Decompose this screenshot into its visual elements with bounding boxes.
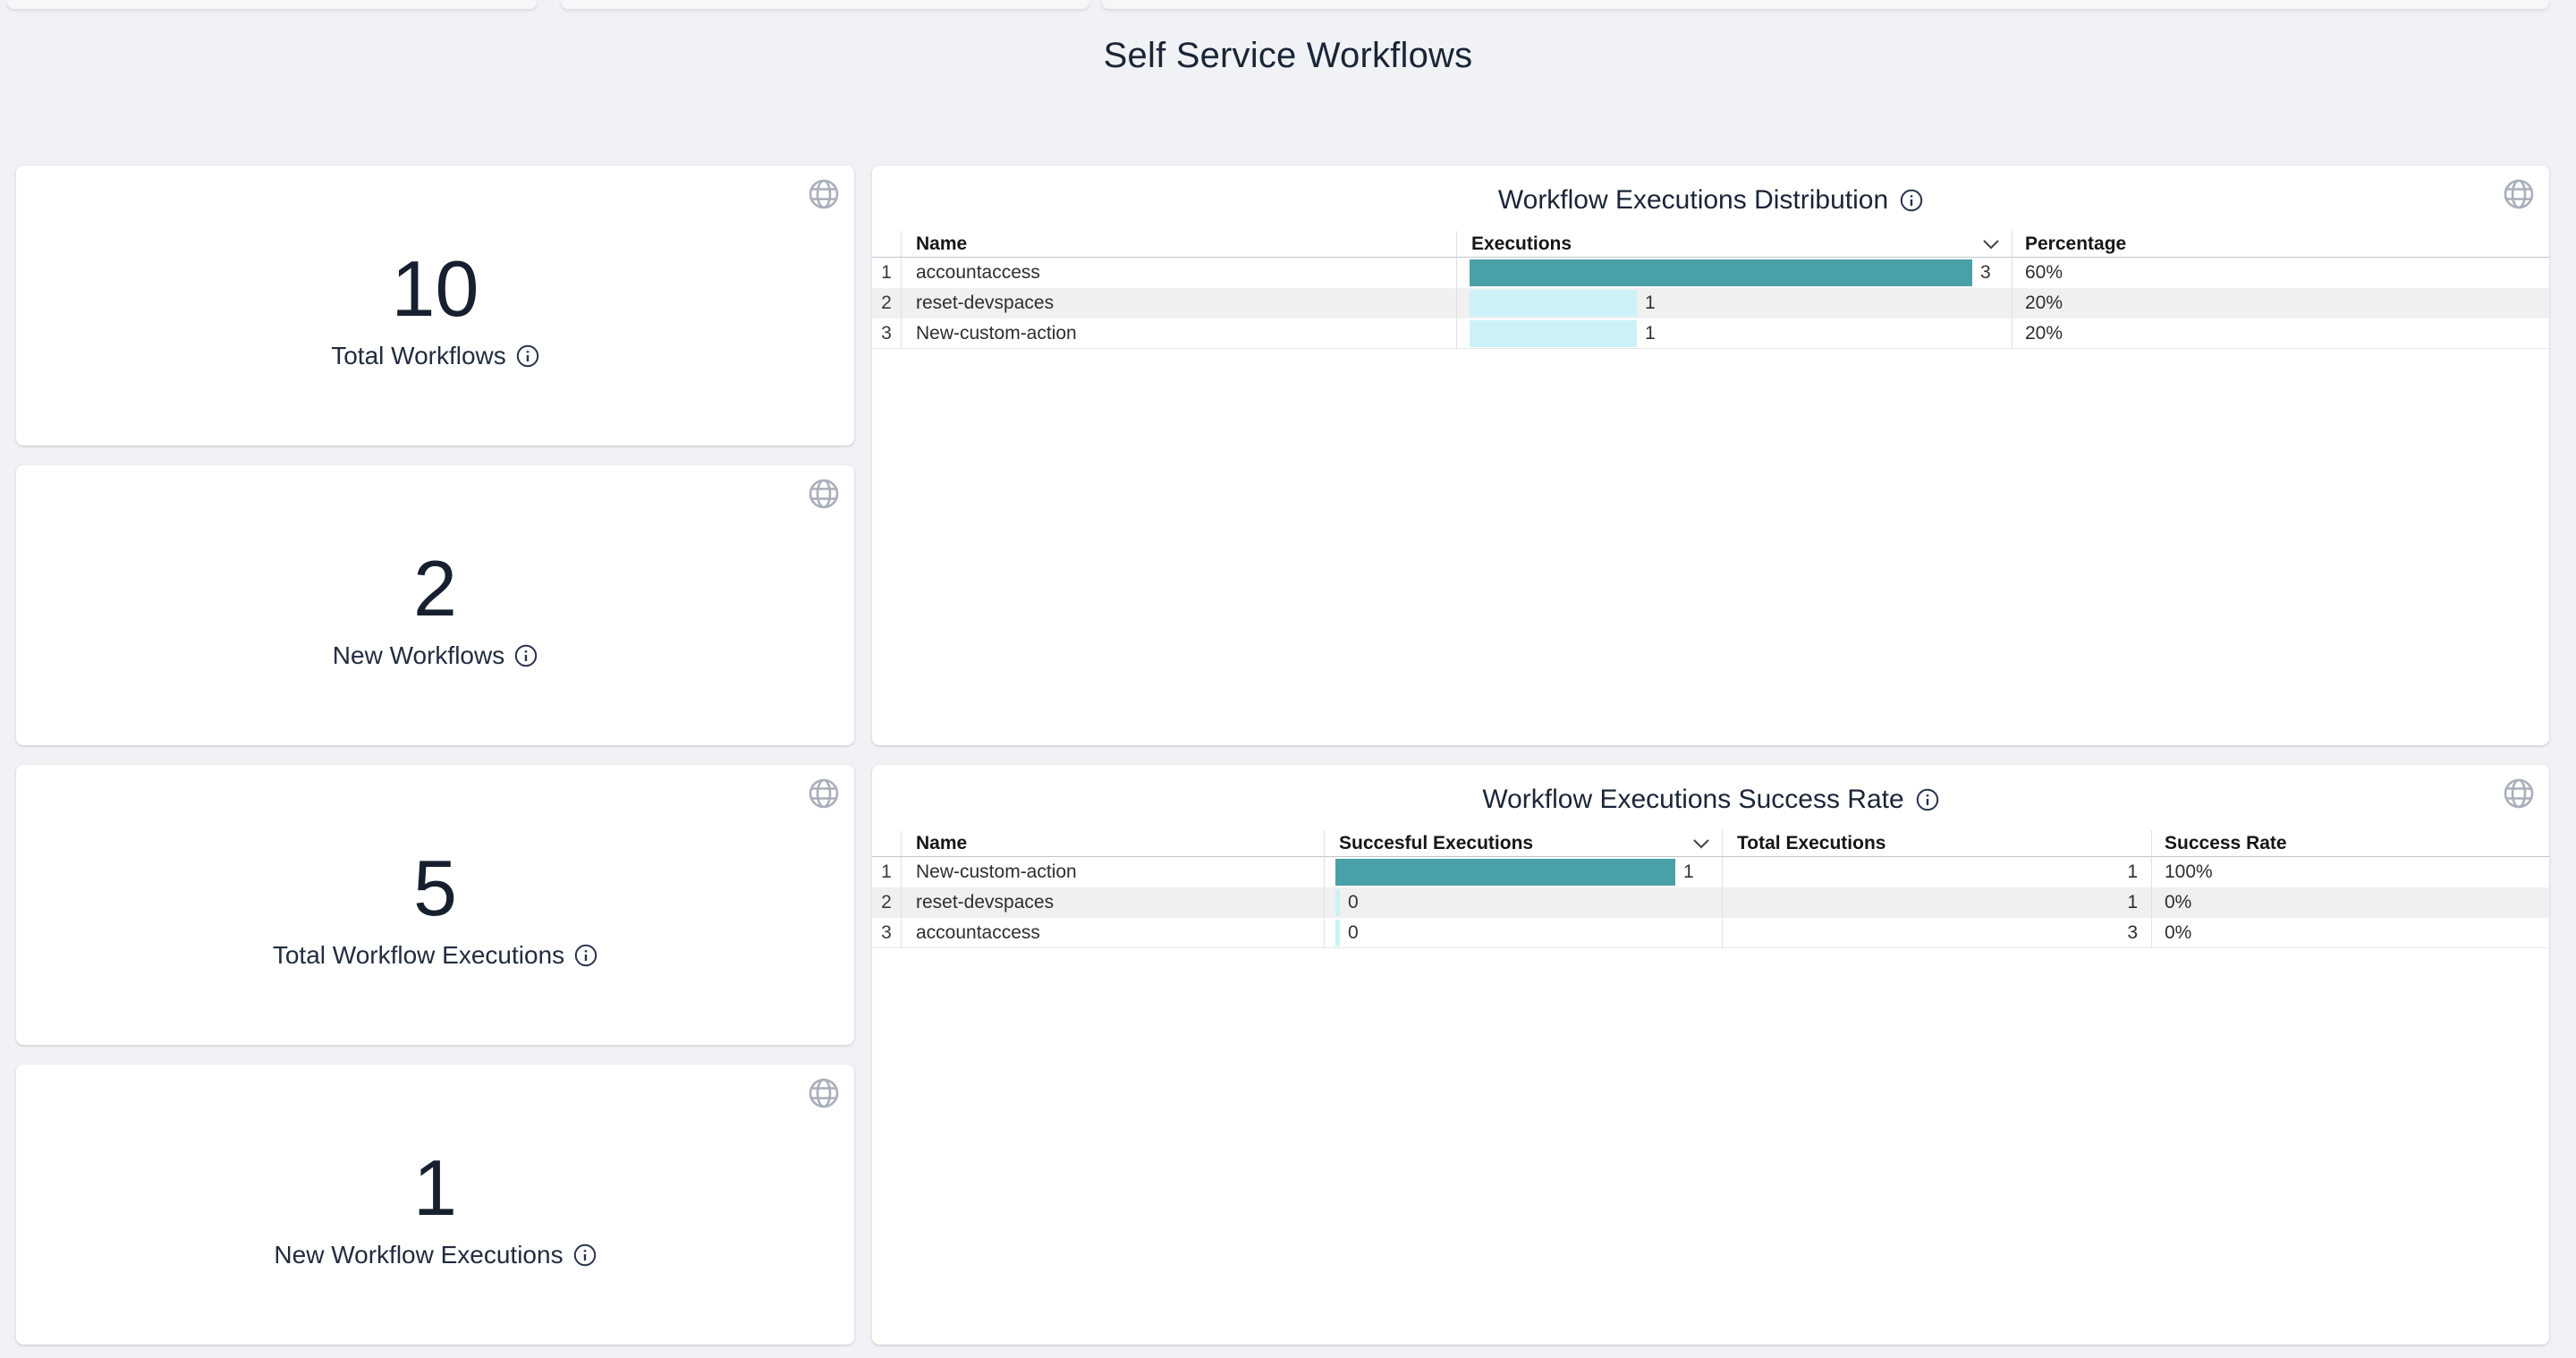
- executions-value: 1: [1645, 293, 1656, 313]
- table-row: 1 New-custom-action 1 1 100%: [872, 857, 2549, 887]
- workflow-name-cell: reset-devspaces: [901, 288, 1456, 318]
- table-row: 3 accountaccess 0 3 0%: [872, 918, 2549, 948]
- row-index: 1: [881, 262, 892, 283]
- info-icon[interactable]: [573, 1243, 597, 1267]
- cutoff-card-stub: [7, 0, 537, 9]
- column-header-total-executions[interactable]: Total Executions: [1722, 830, 2151, 857]
- cutoff-card-stub: [561, 0, 1089, 9]
- table-title-text: Workflow Executions Distribution: [1497, 185, 1889, 215]
- stat-card-total-workflow-executions: 5 Total Workflow Executions: [16, 765, 854, 1045]
- globe-icon[interactable]: [808, 478, 840, 510]
- info-icon[interactable]: [516, 344, 539, 368]
- stat-value: 10: [391, 244, 479, 333]
- workflow-name-cell: accountaccess: [901, 258, 1456, 288]
- cutoff-card-stub: [1102, 0, 2549, 9]
- total-executions-cell: 1: [1722, 887, 2151, 918]
- percentage-cell: 20%: [2012, 288, 2549, 318]
- column-header-name[interactable]: Name: [901, 830, 1324, 857]
- column-header-successful-executions[interactable]: Succesful Executions: [1324, 830, 1722, 857]
- globe-icon[interactable]: [808, 777, 840, 810]
- success-rate-cell: 0%: [2151, 918, 2549, 948]
- successful-executions-bar-cell: 0: [1324, 918, 1722, 948]
- successful-executions-bar-cell: 0: [1324, 887, 1722, 918]
- workflow-executions-success-rate-card: Workflow Executions Success Rate Name Su…: [872, 765, 2549, 1345]
- sort-descending-icon[interactable]: [1981, 238, 2001, 250]
- success-rate-cell: 100%: [2151, 857, 2549, 887]
- column-header-name[interactable]: Name: [901, 231, 1456, 258]
- row-index: 3: [872, 318, 901, 349]
- index-column-header: [872, 231, 901, 258]
- executions-bar: [1470, 259, 1972, 286]
- successful-executions-value: 0: [1348, 921, 1359, 943]
- stat-value: 5: [413, 844, 457, 932]
- percentage-cell: 20%: [2012, 318, 2549, 349]
- globe-icon[interactable]: [808, 1077, 840, 1109]
- stat-value: 1: [413, 1143, 457, 1232]
- row-index: 1: [881, 861, 892, 882]
- success-rate-table: Name Succesful Executions Total Executio…: [872, 830, 2549, 948]
- stat-label: Total Workflows: [16, 341, 854, 371]
- column-header-executions[interactable]: Executions: [1456, 231, 2012, 258]
- workflow-name-cell: New-custom-action: [901, 318, 1456, 349]
- executions-bar-cell: 1: [1456, 318, 2012, 349]
- executions-bar: [1470, 319, 1637, 347]
- table-title-text: Workflow Executions Success Rate: [1482, 785, 1904, 814]
- total-executions-cell: 3: [1722, 918, 2151, 948]
- stat-card-new-workflow-executions: 1 New Workflow Executions: [16, 1065, 854, 1345]
- table-header-row: Name Executions Percentage: [872, 231, 2549, 258]
- executions-bar: [1470, 290, 1637, 317]
- globe-icon[interactable]: [808, 178, 840, 210]
- distribution-table: Name Executions Percentage 1 accountacce…: [872, 231, 2549, 349]
- column-header-success-rate[interactable]: Success Rate: [2151, 830, 2549, 857]
- stat-label-text: Total Workflows: [331, 342, 506, 369]
- successful-executions-bar: [1335, 889, 1340, 916]
- executions-bar-cell: 3: [1456, 258, 2012, 288]
- info-icon[interactable]: [1916, 788, 1939, 811]
- successful-executions-value: 1: [1683, 861, 1694, 882]
- stat-label-text: New Workflows: [332, 641, 505, 669]
- table-title: Workflow Executions Distribution: [872, 185, 2549, 216]
- index-column-header: [872, 830, 901, 857]
- table-row: 2 reset-devspaces 0 1 0%: [872, 887, 2549, 918]
- workflow-name-cell: accountaccess: [901, 918, 1324, 948]
- stat-card-new-workflows: 2 New Workflows: [16, 465, 854, 745]
- table-title: Workflow Executions Success Rate: [872, 785, 2549, 815]
- workflow-executions-distribution-card: Workflow Executions Distribution Name Ex…: [872, 166, 2549, 745]
- table-row: 3 New-custom-action 1 20%: [872, 318, 2549, 349]
- workflow-name-cell: reset-devspaces: [901, 887, 1324, 918]
- page-title: Self Service Workflows: [1103, 36, 1473, 75]
- executions-value: 3: [1980, 262, 1991, 283]
- executions-value: 1: [1645, 322, 1656, 344]
- stat-label-text: Total Workflow Executions: [272, 941, 565, 969]
- workflow-name-cell: New-custom-action: [901, 857, 1324, 887]
- table-header-row: Name Succesful Executions Total Executio…: [872, 830, 2549, 857]
- stat-label: New Workflow Executions: [16, 1240, 854, 1270]
- successful-executions-bar: [1335, 919, 1340, 946]
- executions-bar-cell: 1: [1456, 288, 2012, 318]
- stat-value: 2: [413, 544, 457, 632]
- stat-label-text: New Workflow Executions: [274, 1241, 564, 1269]
- info-icon[interactable]: [514, 644, 538, 667]
- sort-descending-icon[interactable]: [1691, 837, 1711, 850]
- row-index: 2: [881, 892, 892, 912]
- successful-executions-bar: [1335, 859, 1675, 886]
- percentage-cell: 60%: [2012, 258, 2549, 288]
- stat-label: New Workflows: [16, 641, 854, 671]
- info-icon[interactable]: [574, 944, 597, 967]
- stat-label: Total Workflow Executions: [16, 940, 854, 971]
- stat-card-total-workflows: 10 Total Workflows: [16, 166, 854, 446]
- total-executions-cell: 1: [1722, 857, 2151, 887]
- row-index: 3: [872, 918, 901, 948]
- table-row: 2 reset-devspaces 1 20%: [872, 288, 2549, 318]
- successful-executions-bar-cell: 1: [1324, 857, 1722, 887]
- successful-executions-value: 0: [1348, 892, 1359, 912]
- column-header-percentage[interactable]: Percentage: [2012, 231, 2549, 258]
- table-row: 1 accountaccess 3 60%: [872, 258, 2549, 288]
- row-index: 2: [881, 293, 892, 313]
- success-rate-cell: 0%: [2151, 887, 2549, 918]
- info-icon[interactable]: [1900, 189, 1923, 212]
